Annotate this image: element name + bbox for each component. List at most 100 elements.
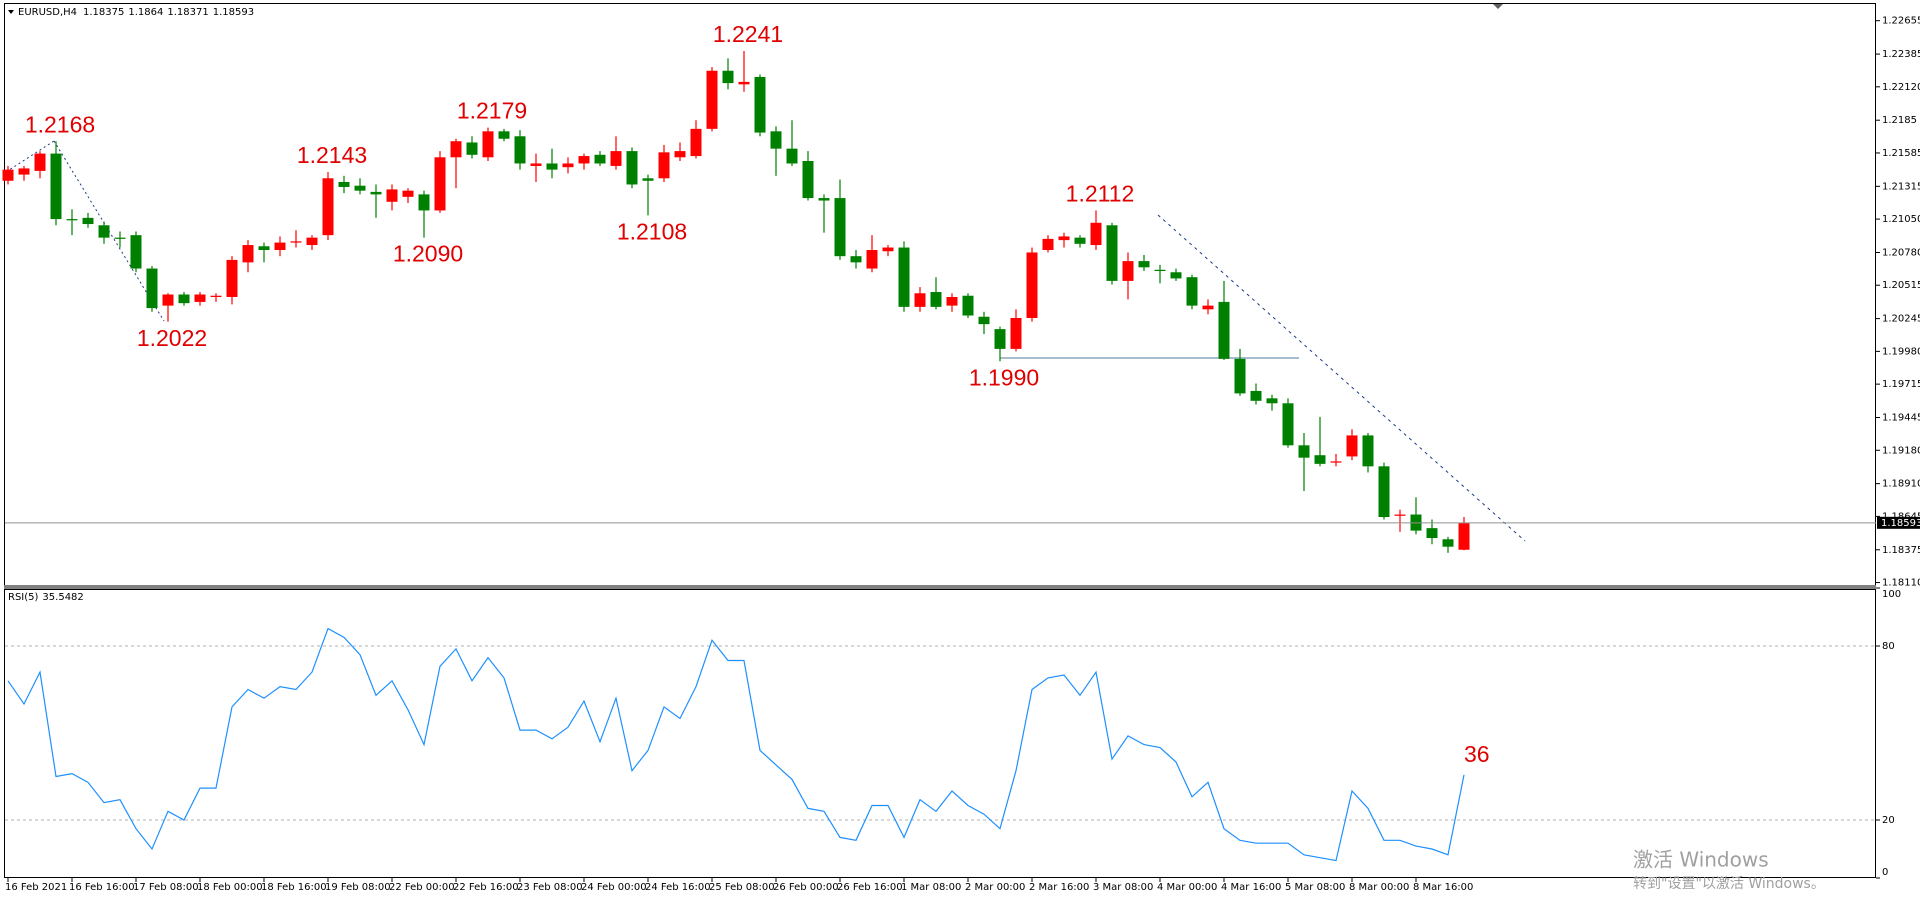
x-tick-label: 2 Mar 00:00 [965,882,1025,893]
candle-body [1058,236,1070,241]
candle-body [1378,466,1390,518]
rsi-title: RSI(5) [8,592,39,603]
y-tick-label: 1.18375 [1882,545,1920,556]
candle-body [210,295,222,297]
candle-body [514,136,526,164]
candle-body [642,178,654,181]
candle-body [290,241,302,243]
price-annotation: 1.1990 [969,364,1039,390]
candle-body [946,296,958,306]
x-tick-label: 8 Mar 00:00 [1349,882,1409,893]
price-annotation: 1.2143 [297,142,367,168]
price-annotation: 1.2108 [617,218,687,244]
y-tick-label: 1.19445 [1882,412,1920,423]
rsi-panel-frame [4,589,1876,878]
candle-body [914,293,926,307]
x-tick-label: 18 Feb 16:00 [261,882,327,893]
candle-body [146,268,158,309]
candle-body [530,163,542,166]
candle-body [962,295,974,316]
candle-body [546,163,558,170]
y-tick-label: 1.19715 [1882,379,1920,390]
candle-body [1106,225,1118,281]
candle-body [1090,222,1102,246]
candle-body [1026,252,1038,318]
candle-body [498,131,510,139]
x-tick-label: 22 Feb 16:00 [453,882,519,893]
candle-body [898,247,910,307]
candle-body [82,217,94,225]
y-tick-label: 0 [1882,867,1888,878]
candle-body [1186,277,1198,306]
candle-body [1042,238,1054,250]
candle-body [450,141,462,158]
rsi-header: RSI(5) 35.5482 [8,592,84,603]
candle-body [866,249,878,269]
price-annotation: 1.2112 [1066,181,1135,207]
candle-body [818,198,830,201]
candle-body [1330,461,1342,463]
candle-body [434,157,446,211]
candle-body [722,70,734,84]
candle-body [1266,398,1278,404]
candle-body [1298,445,1310,458]
x-tick-label: 4 Mar 16:00 [1221,882,1281,893]
price-annotation: 1.2090 [393,241,463,267]
candle-body [2,169,14,181]
candle-body [562,163,574,168]
candle-body [178,294,190,304]
price-annotation: 1.2022 [137,325,207,351]
watermark-title: 激活 Windows [1633,848,1769,872]
y-tick-label: 1.19180 [1882,445,1920,456]
x-tick-label: 4 Mar 00:00 [1157,882,1217,893]
y-tick-label: 1.2185 [1882,115,1917,126]
candle-body [370,191,382,195]
candle-body [738,81,750,85]
candle-body [690,128,702,157]
candle-body [1362,435,1374,467]
y-tick-label: 1.20780 [1882,247,1920,258]
y-tick-label: 100 [1882,589,1901,600]
x-tick-label: 5 Mar 08:00 [1285,882,1345,893]
x-tick-label: 3 Mar 08:00 [1093,882,1153,893]
candle-body [1458,522,1470,550]
candle-body [34,153,46,171]
y-tick-label: 1.21050 [1882,214,1920,225]
candle-body [1010,317,1022,349]
x-tick-label: 8 Mar 16:00 [1413,882,1473,893]
x-tick-label: 24 Feb 00:00 [581,882,647,893]
header-high: 1.1864 [128,7,163,18]
candle-body [66,219,78,221]
y-tick-label: 1.22655 [1882,16,1920,27]
candle-body [98,225,110,238]
candle-body [1154,269,1166,272]
chart-header: EURUSD,H4 1.18375 1.1864 1.18371 1.18593 [18,7,254,18]
candle-body [1170,272,1182,279]
y-tick-label: 1.19980 [1882,346,1920,357]
rsi-current: 35.5482 [42,592,83,603]
candle-body [338,182,350,187]
y-tick-label: 1.18110 [1882,578,1920,589]
header-low: 1.18371 [167,7,208,18]
candle-body [50,153,62,220]
candle-body [674,151,686,158]
candle-body [834,198,846,257]
candle-body [1442,539,1454,547]
rsi-annotation: 36 [1464,741,1490,767]
candle-body [1314,455,1326,464]
y-tick-label: 1.22385 [1882,49,1920,60]
rsi-line [7,627,1465,862]
candle-body [226,259,238,297]
candle-body [482,131,494,158]
x-tick-label: 25 Feb 08:00 [709,882,775,893]
candle-body [978,316,990,325]
candle-body [1122,261,1134,281]
x-tick-label: 16 Feb 2021 [5,882,67,893]
y-tick-label: 1.20245 [1882,314,1920,325]
candle-body [594,154,606,164]
candle-body [466,142,478,155]
x-tick-label: 24 Feb 16:00 [645,882,711,893]
candle-body [274,242,286,250]
